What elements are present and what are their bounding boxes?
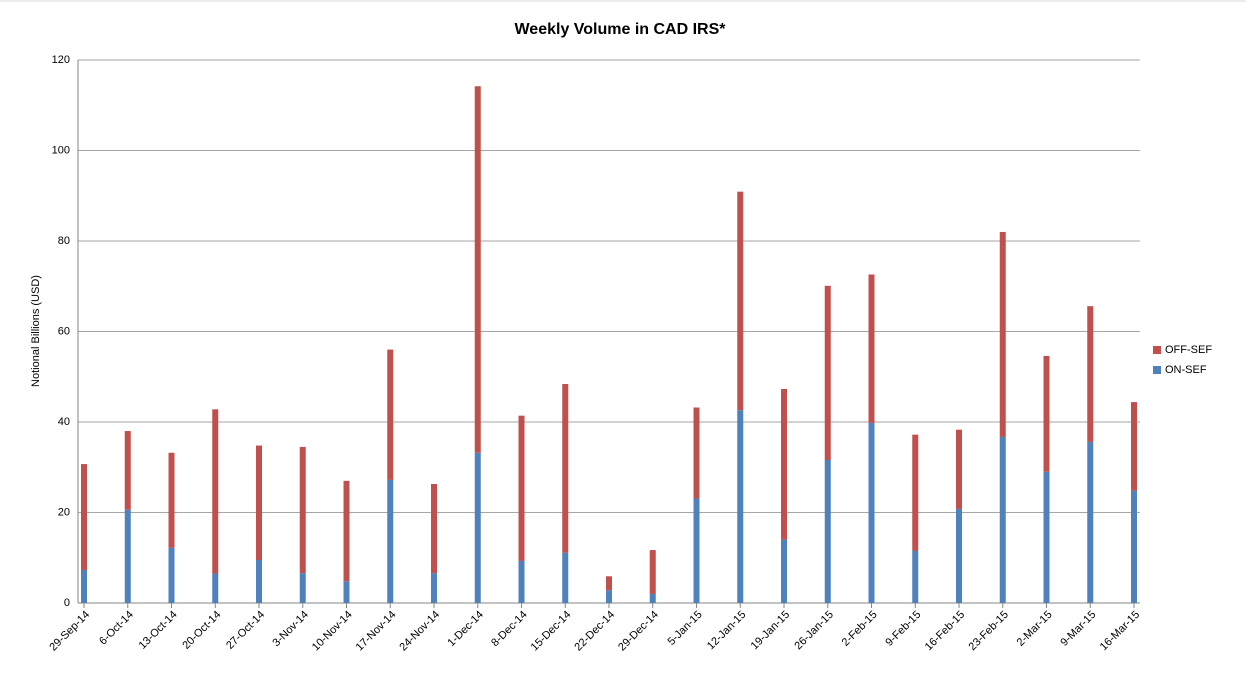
x-tick-label: 20-Oct-14 bbox=[180, 609, 223, 652]
bar bbox=[387, 349, 394, 480]
bar bbox=[693, 498, 700, 603]
x-tick-label: 22-Dec-14 bbox=[572, 609, 617, 654]
bar bbox=[1043, 471, 1050, 603]
bar bbox=[431, 483, 437, 574]
y-tick-label: 20 bbox=[58, 506, 70, 518]
bar bbox=[81, 464, 87, 570]
bar bbox=[737, 410, 744, 603]
bar bbox=[999, 231, 1006, 437]
bar bbox=[868, 274, 875, 423]
x-tick-label: 2-Feb-15 bbox=[840, 609, 880, 649]
x-tick-label: 9-Mar-15 bbox=[1058, 609, 1098, 649]
bar bbox=[1043, 355, 1050, 472]
bar bbox=[474, 452, 481, 603]
y-tick-label: 120 bbox=[52, 54, 70, 66]
bar bbox=[518, 415, 525, 561]
y-tick-label: 80 bbox=[58, 235, 70, 247]
y-tick-label: 60 bbox=[58, 325, 70, 337]
x-tick-label: 29-Dec-14 bbox=[616, 609, 661, 654]
bar bbox=[343, 480, 350, 582]
bar bbox=[431, 573, 437, 603]
y-tick-label: 0 bbox=[64, 597, 70, 609]
x-tick-label: 29-Sep-14 bbox=[47, 609, 92, 654]
bar bbox=[606, 590, 612, 603]
bar bbox=[212, 409, 219, 574]
bar bbox=[1087, 306, 1094, 442]
bar bbox=[606, 576, 612, 591]
bar bbox=[912, 434, 919, 551]
bar bbox=[299, 446, 306, 574]
x-tick-label: 1-Dec-14 bbox=[445, 609, 485, 649]
bar bbox=[649, 550, 656, 594]
bar bbox=[956, 508, 962, 603]
bar bbox=[518, 560, 525, 603]
bar bbox=[1087, 441, 1094, 603]
x-tick-label: 24-Nov-14 bbox=[397, 609, 442, 654]
bar bbox=[781, 539, 787, 603]
bar bbox=[212, 573, 219, 603]
x-tick-label: 8-Dec-14 bbox=[489, 609, 529, 649]
y-tick-label: 40 bbox=[58, 416, 70, 428]
bar bbox=[693, 407, 700, 499]
bar bbox=[124, 431, 131, 510]
x-tick-label: 13-Oct-14 bbox=[137, 609, 180, 652]
bar bbox=[81, 569, 87, 603]
x-tick-label: 16-Mar-15 bbox=[1098, 609, 1142, 653]
chart-title: Weekly Volume in CAD IRS* bbox=[514, 21, 726, 38]
x-tick-label: 16-Feb-15 bbox=[923, 609, 967, 653]
bar bbox=[168, 547, 175, 603]
legend-swatch bbox=[1153, 346, 1161, 354]
bar bbox=[387, 479, 394, 603]
bar bbox=[343, 581, 350, 603]
bar bbox=[912, 550, 919, 603]
bar bbox=[1131, 490, 1137, 603]
x-tick-label: 9-Feb-15 bbox=[883, 609, 923, 649]
bar bbox=[868, 422, 875, 603]
bar bbox=[956, 429, 962, 509]
bar bbox=[168, 452, 175, 548]
x-tick-label: 26-Jan-15 bbox=[792, 609, 836, 653]
x-tick-label: 2-Mar-15 bbox=[1015, 609, 1055, 649]
bar bbox=[299, 573, 306, 603]
x-tick-label: 15-Dec-14 bbox=[529, 609, 574, 654]
bar bbox=[737, 191, 744, 411]
bar bbox=[562, 383, 569, 553]
x-tick-label: 10-Nov-14 bbox=[310, 609, 355, 654]
bar bbox=[562, 552, 569, 603]
bar bbox=[649, 593, 656, 603]
legend-swatch bbox=[1153, 366, 1161, 374]
bar bbox=[256, 445, 262, 561]
legend-label: OFF-SEF bbox=[1165, 344, 1212, 356]
x-tick-label: 27-Oct-14 bbox=[224, 609, 267, 652]
bar bbox=[1131, 402, 1137, 491]
y-axis-label: Notional Billions (USD) bbox=[30, 275, 42, 387]
x-tick-label: 19-Jan-15 bbox=[749, 609, 793, 653]
bar bbox=[256, 560, 262, 603]
y-tick-label: 100 bbox=[52, 144, 70, 156]
x-tick-label: 17-Nov-14 bbox=[354, 609, 399, 654]
x-tick-label: 6-Oct-14 bbox=[97, 609, 136, 648]
bar bbox=[474, 86, 481, 453]
x-tick-label: 5-Jan-15 bbox=[665, 609, 704, 648]
legend-label: ON-SEF bbox=[1165, 364, 1207, 376]
bar bbox=[124, 509, 131, 603]
x-tick-label: 3-Nov-14 bbox=[270, 609, 310, 649]
x-tick-label: 12-Jan-15 bbox=[705, 609, 749, 653]
bar bbox=[824, 285, 831, 461]
x-tick-label: 23-Feb-15 bbox=[967, 609, 1011, 653]
bar bbox=[824, 460, 831, 603]
bar bbox=[999, 436, 1006, 603]
bar bbox=[781, 388, 787, 540]
